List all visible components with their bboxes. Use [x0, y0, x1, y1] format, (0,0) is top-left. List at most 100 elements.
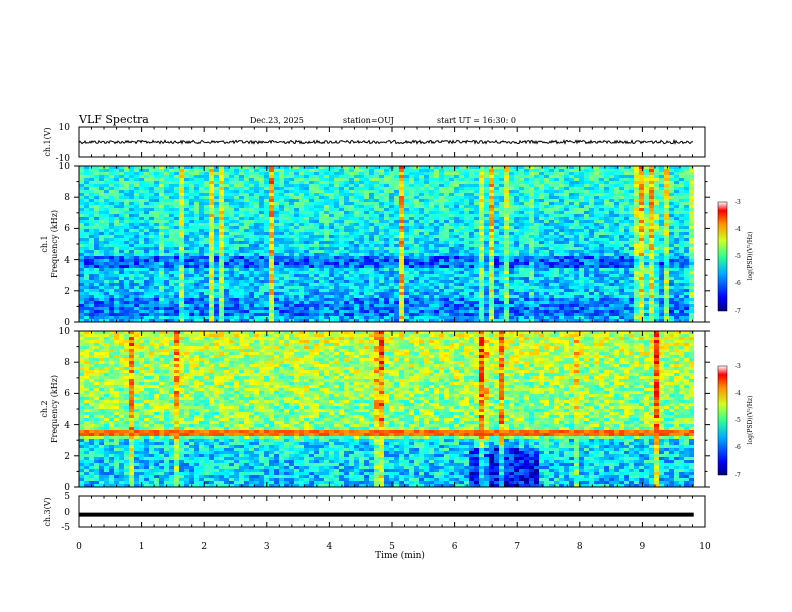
spectrogram-cell	[549, 175, 555, 179]
spectrogram-cell	[454, 178, 460, 182]
spectrogram-cell	[314, 175, 320, 179]
spectrogram-cell	[414, 184, 420, 188]
spectrogram-cell	[599, 271, 605, 275]
spectrogram-cell	[84, 208, 90, 212]
spectrogram-cell	[254, 238, 260, 242]
spectrogram-cell	[464, 193, 470, 197]
spectrogram-cell	[474, 271, 480, 275]
spectrogram-cell	[539, 202, 545, 206]
spectrogram-cell	[334, 250, 340, 254]
spectrogram-cell	[509, 280, 515, 284]
spectrogram-cell	[374, 181, 380, 185]
spectrogram-cell	[309, 256, 315, 260]
spectrogram-cell	[604, 193, 610, 197]
spectrogram-cell	[454, 277, 460, 281]
spectrogram-cell	[424, 274, 430, 278]
spectrogram-cell	[654, 280, 660, 284]
spectrogram-cell	[599, 262, 605, 266]
spectrogram-cell	[594, 259, 600, 263]
spectrogram-cell	[529, 277, 535, 281]
spectrogram-cell	[609, 172, 615, 176]
spectrogram-cell	[484, 268, 490, 272]
spectrogram-cell	[639, 256, 645, 260]
spectrogram-cell	[259, 286, 265, 290]
spectrogram-cell	[144, 181, 150, 185]
spectrogram-cell	[304, 286, 310, 290]
spectrogram-cell	[114, 226, 120, 230]
spectrogram-cell	[119, 286, 125, 290]
spectrogram-cell	[294, 283, 300, 287]
spectrogram-cell	[424, 208, 430, 212]
spectrogram-cell	[99, 190, 105, 194]
spectrogram-cell	[364, 193, 370, 197]
spectrogram-cell	[414, 220, 420, 224]
spectrogram-cell	[139, 196, 145, 200]
spectrogram-cell	[249, 181, 255, 185]
spectrogram-cell	[544, 175, 550, 179]
spectrogram-cell	[129, 268, 135, 272]
spectrogram-cell	[614, 265, 620, 269]
spectrogram-cell	[164, 271, 170, 275]
spectrogram-cell	[164, 235, 170, 239]
spectrogram-cell	[569, 214, 575, 218]
spectrogram-cell	[349, 211, 355, 215]
spectrogram-cell	[359, 208, 365, 212]
spectrogram-cell	[349, 214, 355, 218]
spectrogram-cell	[334, 229, 340, 233]
spectrogram-cell	[509, 271, 515, 275]
spectrogram-cell	[319, 199, 325, 203]
spectrogram-cell	[149, 199, 155, 203]
spectrogram-cell	[609, 217, 615, 221]
spectrogram-cell	[84, 229, 90, 233]
spectrogram-cell	[304, 235, 310, 239]
spectrogram-cell	[429, 247, 435, 251]
spectrogram-cell	[524, 280, 530, 284]
spectrogram-cell	[174, 220, 180, 224]
spectrogram-cell	[449, 178, 455, 182]
spectrogram-cell	[434, 175, 440, 179]
spectrogram-cell	[469, 196, 475, 200]
spectrogram-cell	[664, 175, 670, 179]
spectrogram-cell	[144, 256, 150, 260]
spectrogram-cell	[494, 199, 500, 203]
spectrogram-cell	[504, 253, 510, 257]
spectrogram-cell	[549, 229, 555, 233]
spectrogram-cell	[204, 190, 210, 194]
spectrogram-cell	[689, 277, 695, 281]
spectrogram-cell	[429, 205, 435, 209]
spectrogram-cell	[504, 172, 510, 176]
spectrogram-cell	[594, 217, 600, 221]
spectrogram-cell	[154, 217, 160, 221]
spectrogram-cell	[79, 175, 85, 179]
spectrogram-cell	[449, 190, 455, 194]
spectrogram-cell	[664, 214, 670, 218]
spectrogram-cell	[464, 232, 470, 236]
spectrogram-cell	[569, 193, 575, 197]
spectrogram-cell	[299, 241, 305, 245]
spectrogram-cell	[144, 184, 150, 188]
spectrogram-cell	[139, 235, 145, 239]
spectrogram-cell	[149, 214, 155, 218]
ch1-waveform-panel: 10 -10 ch.1(V)	[43, 123, 706, 164]
spectrogram-cell	[319, 202, 325, 206]
spectrogram-cell	[109, 220, 115, 224]
spectrogram-cell	[664, 229, 670, 233]
spectrogram-cell	[474, 226, 480, 230]
spectrogram-cell	[474, 268, 480, 272]
spectrogram-cell	[114, 172, 120, 176]
spectrogram-cell	[604, 232, 610, 236]
spectrogram-cell	[674, 202, 680, 206]
spectrogram-cell	[539, 193, 545, 197]
spectrogram-cell	[234, 187, 240, 191]
spectrogram-cell	[269, 214, 275, 218]
spectrogram-cell	[379, 178, 385, 182]
spectrogram-cell	[549, 223, 555, 227]
spectrogram-cell	[464, 274, 470, 278]
spectrogram-cell	[654, 172, 660, 176]
spectrogram-cell	[534, 253, 540, 257]
spectrogram-cell	[229, 283, 235, 287]
spectrogram-cell	[674, 169, 680, 173]
spectrogram-cell	[234, 283, 240, 287]
spectrogram-cell	[339, 250, 345, 254]
spectrogram-cell	[174, 283, 180, 287]
